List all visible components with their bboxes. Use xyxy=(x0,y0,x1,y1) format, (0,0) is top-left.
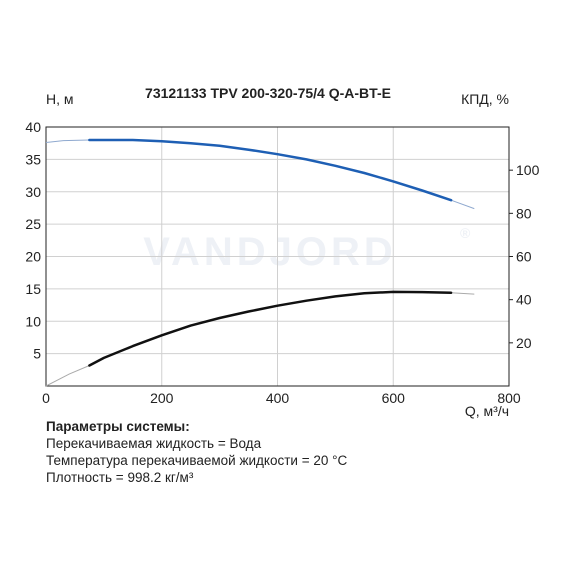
x-axis-label: Q, м³/ч xyxy=(465,403,509,419)
efficiency-curve xyxy=(88,290,453,367)
y-right-tick-label: 20 xyxy=(516,335,532,351)
y-left-tick-label: 10 xyxy=(25,313,41,329)
series-group xyxy=(45,138,475,387)
parameters-title: Параметры системы: xyxy=(46,419,190,434)
y-right-tick-label: 100 xyxy=(516,162,540,178)
x-tick-label: 200 xyxy=(150,390,174,406)
y-left-tick-label: 40 xyxy=(25,119,41,135)
system-parameters: Параметры системы: Перекачиваемая жидкос… xyxy=(46,418,347,486)
parameter-fluid: Перекачиваемая жидкость = Вода xyxy=(46,436,262,451)
y-left-tick-label: 5 xyxy=(33,346,41,362)
y-left-tick-label: 20 xyxy=(25,249,41,265)
y-right-tick-label: 80 xyxy=(516,205,532,221)
grid xyxy=(46,127,509,386)
y-left-tick-label: 25 xyxy=(25,216,41,232)
x-tick-label: 400 xyxy=(266,390,290,406)
head-curve-extension-start xyxy=(45,139,90,143)
efficiency-curve-extension-start xyxy=(45,365,90,387)
y-left-tick-label: 30 xyxy=(25,184,41,200)
efficiency-curve-extension-end xyxy=(451,292,475,295)
registered-mark: ® xyxy=(460,225,474,241)
chart-title: 73121133 TPV 200-320-75/4 Q-A-BT-E xyxy=(145,85,391,101)
head-curve-extension-end xyxy=(450,199,475,210)
x-tick-label: 600 xyxy=(382,390,406,406)
y-right-tick-label: 40 xyxy=(516,292,532,308)
y-left-tick-label: 35 xyxy=(25,151,41,167)
y-left-tick-label: 15 xyxy=(25,281,41,297)
parameter-temperature: Температура перекачиваемой жидкости = 20… xyxy=(46,453,348,468)
x-tick-label: 0 xyxy=(42,390,50,406)
y-right-tick-label: 60 xyxy=(516,249,532,265)
x-tick-label: 800 xyxy=(497,390,521,406)
parameter-density: Плотность = 998.2 кг/м³ xyxy=(46,470,194,485)
brand-watermark: VANDJORD xyxy=(143,230,397,274)
y-right-axis-label: КПД, % xyxy=(461,91,509,107)
head-curve xyxy=(88,138,453,202)
y-left-axis-label: H, м xyxy=(46,91,74,107)
axis-ticks: 0 200 400 600 800 5 10 15 20 25 30 35 40 20 40 60 80 100 xyxy=(25,119,539,406)
